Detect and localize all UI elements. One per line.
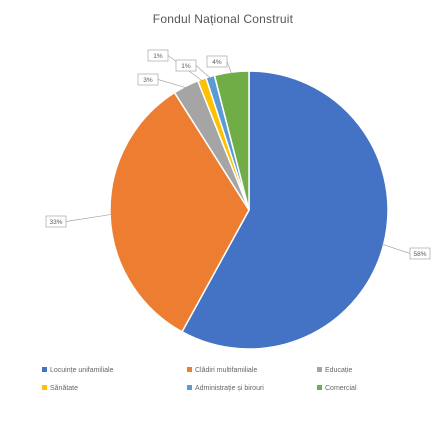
legend-label-2: Clădiri multifamiliale: [195, 367, 258, 374]
data-label-4: 1%: [153, 53, 163, 60]
data-label-box-3: [137, 73, 159, 86]
data-label-box-6: [206, 55, 228, 68]
pie-slice-6: [213, 70, 250, 211]
legend-swatch-1: [42, 366, 47, 372]
leader-line-1: [381, 243, 411, 254]
legend-item-2: Clădiri multifamiliale: [187, 365, 257, 377]
legend-item-4: Sănătate: [42, 383, 78, 395]
legend-label-1: Locuințe unifamiliale: [50, 367, 114, 374]
data-label-2: 33%: [49, 219, 62, 226]
legend-item-1: Locuințe unifamiliale: [42, 365, 113, 377]
data-label-box-2: [45, 215, 67, 228]
legend-item-6: Comercial: [317, 383, 357, 395]
data-label-3: 3%: [143, 77, 153, 84]
legend-item-3: Educație: [317, 365, 352, 377]
data-label-1: 58%: [413, 251, 426, 258]
leader-line-5: [195, 65, 212, 79]
data-label-box-4: [147, 49, 169, 62]
legend-item-5: Administrație și birouri: [187, 383, 264, 395]
leader-line-2: [65, 213, 113, 222]
legend-swatch-3: [317, 366, 322, 372]
legend-label-3: Educație: [325, 367, 353, 374]
legend-swatch-4: [42, 384, 47, 390]
legend-label-4: Sănătate: [50, 385, 79, 392]
leader-line-3: [157, 79, 187, 89]
legend-label-5: Administrație și birouri: [195, 385, 264, 392]
legend-swatch-6: [317, 384, 322, 390]
legend-swatch-2: [187, 366, 192, 372]
data-label-box-1: [409, 247, 431, 260]
chart-title: Fondul Național Construit: [152, 12, 294, 26]
data-label-6: 4%: [212, 59, 222, 66]
data-label-5: 1%: [181, 63, 191, 70]
legend-label-6: Comercial: [325, 385, 357, 392]
legend-row-1: Locuințe unifamiliale Clădiri multifamil…: [0, 365, 446, 379]
legend-swatch-5: [187, 384, 192, 390]
leader-line-6: [226, 61, 233, 75]
data-label-box-5: [175, 59, 197, 72]
legend-row-2: Sănătate Administrație și birouri Comerc…: [0, 383, 446, 397]
